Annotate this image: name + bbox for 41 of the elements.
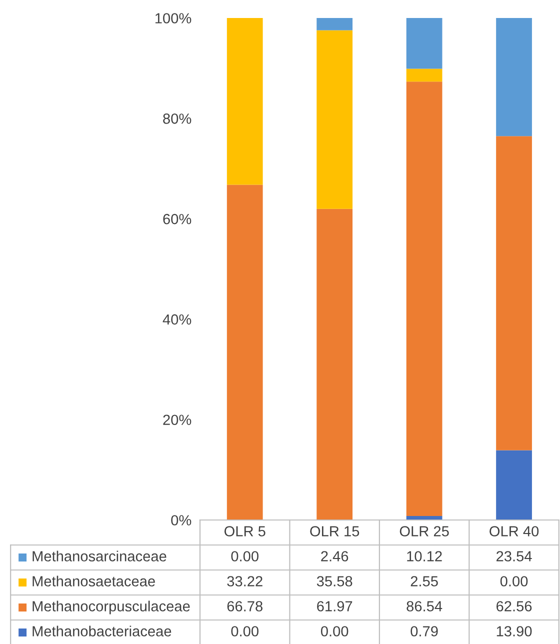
- bar: [496, 136, 532, 450]
- bar: [226, 184, 263, 520]
- bar: [406, 68, 442, 82]
- y-tick-label: 0%: [171, 515, 192, 526]
- data-label: 62.56: [496, 601, 532, 612]
- legend-label: Methanosaetaceae: [32, 576, 155, 586]
- bar: [496, 18, 532, 136]
- x-tick-label: OLR 15: [310, 526, 360, 536]
- data-label: 66.78: [227, 601, 262, 612]
- y-tick-label: 60%: [163, 214, 192, 224]
- data-label: 86.54: [406, 601, 442, 612]
- data-label: 61.97: [317, 601, 352, 612]
- data-label: 0.00: [500, 576, 528, 586]
- data-label: 10.12: [407, 551, 442, 562]
- data-label: 2.46: [321, 551, 348, 562]
- bar: [226, 18, 263, 185]
- legend-label: Methanobacteriaceae: [32, 626, 172, 636]
- y-tick-label: 40%: [162, 314, 192, 325]
- y-tick-label: 20%: [163, 414, 192, 426]
- x-tick-label: OLR 25: [400, 526, 449, 536]
- data-label: 0.00: [231, 551, 258, 562]
- data-label: 13.90: [496, 626, 532, 636]
- bar: [496, 450, 532, 520]
- bar: [316, 30, 353, 209]
- data-label: 33.22: [227, 576, 262, 586]
- y-tick-label: 100%: [155, 13, 192, 24]
- data-label: 0.00: [320, 626, 348, 636]
- data-label: 0.00: [231, 626, 258, 636]
- legend-label: Methanocorpusculaceae: [32, 600, 190, 614]
- data-label: 23.54: [496, 551, 532, 562]
- bar: [406, 82, 442, 516]
- data-label: 35.58: [316, 576, 352, 586]
- data-label: 0.79: [410, 626, 438, 636]
- data-label: 2.55: [410, 576, 438, 586]
- bar: [406, 18, 442, 69]
- bar: [316, 208, 353, 520]
- legend-label: Methanosarcinaceae: [32, 550, 166, 562]
- bar: [316, 18, 353, 30]
- y-tick-label: 80%: [163, 114, 192, 124]
- x-tick-label: OLR 40: [490, 526, 539, 536]
- x-tick-label: OLR 5: [224, 526, 266, 536]
